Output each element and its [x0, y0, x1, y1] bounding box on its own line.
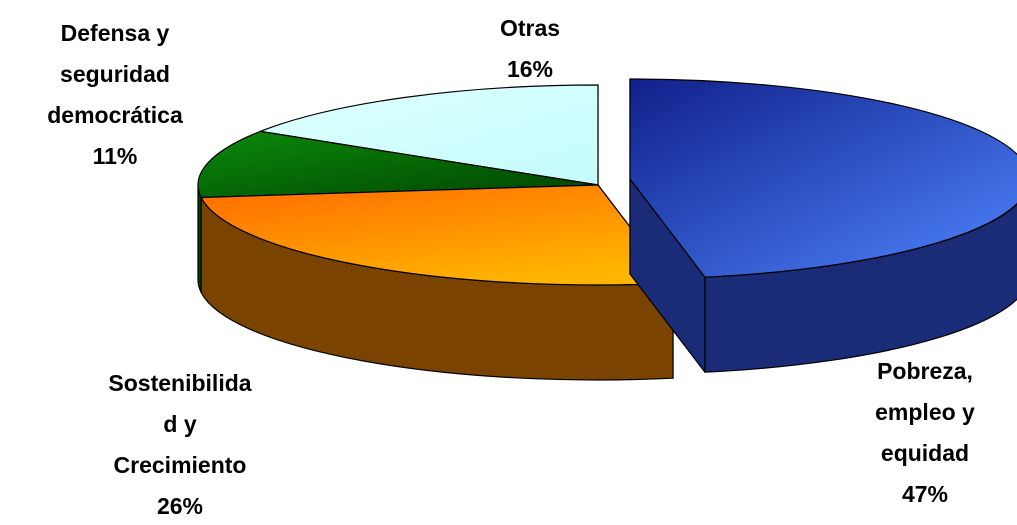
slice-percent: 11%: [93, 143, 138, 169]
slice-label: democrática: [47, 102, 183, 128]
slice-percent: 16%: [507, 56, 553, 82]
pie: [197, 78, 1017, 381]
slice-percent: 47%: [902, 481, 948, 507]
slice: [259, 84, 599, 186]
slice: [197, 130, 599, 199]
slice: [629, 78, 1017, 278]
slice-label: d y: [163, 411, 196, 437]
slice-label: Defensa y: [61, 20, 170, 46]
slice-label: Sostenibilida: [108, 370, 251, 396]
slice-label: equidad: [881, 440, 969, 466]
labels: Pobreza, empleo y equidad 47% Sostenibilida d…: [47, 15, 975, 519]
slice: [200, 184, 674, 286]
slice-label: Otras: [500, 15, 560, 41]
slice-percent: 26%: [157, 493, 203, 519]
slice-label: Crecimiento: [114, 452, 247, 478]
slice-label: seguridad: [60, 61, 170, 87]
slice-label: empleo y: [875, 399, 975, 425]
slice-label: Pobreza,: [877, 358, 973, 384]
